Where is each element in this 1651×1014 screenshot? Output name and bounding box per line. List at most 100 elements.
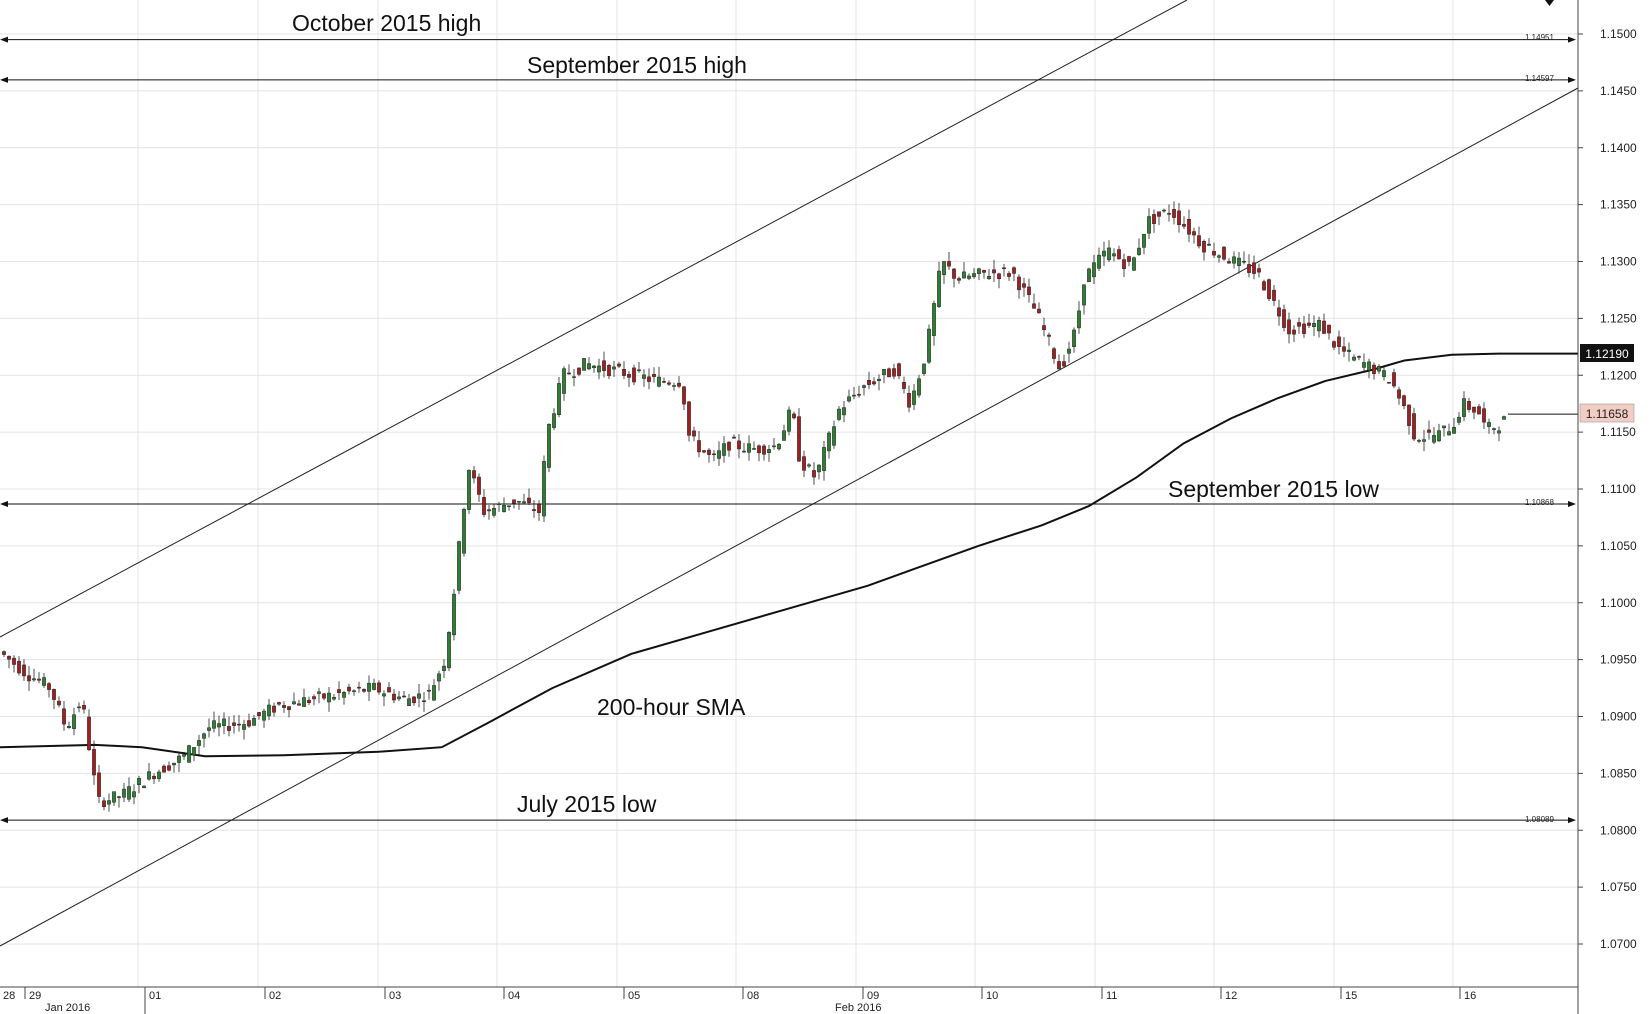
candle-body	[872, 381, 876, 385]
candle-body	[652, 374, 656, 377]
candle-body	[1252, 262, 1256, 274]
candle-body	[762, 445, 766, 455]
candle-body	[877, 378, 881, 382]
candle-body	[1277, 307, 1281, 317]
candle-body	[292, 701, 296, 705]
candle-body	[952, 268, 956, 279]
candle-body	[427, 689, 431, 692]
candle-body	[252, 718, 256, 726]
candle-body	[717, 450, 721, 459]
x-tick-label: 15	[1345, 990, 1357, 1002]
candle-body	[937, 270, 941, 308]
candle-body	[1497, 430, 1501, 434]
candle-body	[432, 685, 436, 701]
candle-body	[457, 541, 461, 591]
annotation-september-2015-low: September 2015 low	[1168, 476, 1379, 502]
candle-body	[1097, 254, 1101, 269]
candle-body	[942, 261, 946, 276]
y-tick-label: 1.0950	[1600, 653, 1637, 667]
candle-body	[302, 697, 306, 707]
candle-body	[832, 426, 836, 446]
candle-body	[467, 470, 471, 510]
candle-body	[567, 372, 571, 375]
candle-body	[827, 432, 831, 452]
level-arrow-right-icon	[1568, 817, 1576, 824]
candle-body	[1232, 256, 1236, 264]
candle-body	[577, 367, 581, 375]
candle-body	[1437, 430, 1441, 442]
candle-body	[102, 800, 106, 808]
candle-body	[372, 682, 376, 690]
candle-body	[852, 394, 856, 397]
candle-body	[797, 416, 801, 462]
candle-body	[812, 470, 816, 478]
candle-body	[187, 745, 191, 763]
candle-body	[87, 716, 91, 751]
candle-body	[1172, 209, 1176, 218]
sma-price-badge: 1.12190	[1580, 344, 1634, 362]
candle-body	[1462, 398, 1466, 417]
annotation-october-2015-high: October 2015 high	[292, 10, 481, 36]
candle-body	[582, 358, 586, 371]
y-tick-label: 1.1350	[1600, 198, 1637, 212]
candle-body	[82, 705, 86, 710]
candle-body	[142, 785, 146, 789]
level-price-label-oct-high: 1.14951	[1525, 33, 1554, 42]
candle-body	[347, 686, 351, 692]
candle-body	[932, 303, 936, 336]
candle-body	[907, 392, 911, 408]
candle-body	[727, 441, 731, 451]
candle-body	[1272, 289, 1276, 301]
sma-line	[0, 352, 1578, 758]
candle-body	[1072, 329, 1076, 347]
candle-body	[1257, 268, 1261, 273]
candle-body	[1432, 435, 1436, 443]
candle-body	[722, 443, 726, 456]
candle-body	[742, 450, 746, 453]
candle-body	[707, 449, 711, 455]
candle-body	[922, 363, 926, 374]
candle-body	[407, 698, 411, 707]
candle-body	[512, 499, 516, 504]
candle-body	[562, 368, 566, 394]
candle-body	[462, 508, 466, 554]
candle-body	[777, 443, 781, 450]
candle-body	[1307, 322, 1311, 326]
candle-body	[1067, 348, 1071, 354]
x-month-label: Jan 2016	[45, 1002, 90, 1014]
candle-body	[802, 456, 806, 471]
candle-body	[47, 683, 51, 690]
level-arrow-left-icon	[0, 36, 8, 43]
candle-body	[982, 269, 986, 273]
annotation-september-2015-high: September 2015 high	[527, 52, 747, 78]
candle-body	[1317, 319, 1321, 332]
x-axis: 28 29 01 02 03 04 05 08 09 10 11 12 15 16 Jan 2016 Feb …	[3, 987, 1476, 1014]
candle-body	[987, 275, 991, 279]
candle-body	[597, 365, 601, 373]
candle-body	[1042, 325, 1046, 330]
candle-body	[1282, 309, 1286, 328]
level-arrow-left-icon	[0, 501, 8, 508]
candle-body	[447, 632, 451, 669]
top-marker-icon	[1545, 0, 1554, 6]
candle-body	[327, 692, 331, 703]
candle-body	[892, 368, 896, 377]
candle-body	[67, 726, 71, 729]
candle-body	[962, 271, 966, 279]
candle-body	[27, 675, 31, 682]
y-tick-label: 1.0700	[1600, 937, 1637, 951]
level-price-label-jul-low: 1.08089	[1525, 815, 1554, 824]
candle-body	[1372, 364, 1376, 374]
level-arrow-right-icon	[1568, 501, 1576, 508]
candle-body	[1127, 256, 1131, 262]
candle-body	[507, 505, 511, 508]
candle-body	[277, 702, 281, 705]
candle-body	[772, 445, 776, 448]
candle-body	[927, 328, 931, 363]
candle-body	[1292, 329, 1296, 335]
candle-body	[1347, 349, 1351, 352]
candle-body	[502, 504, 506, 513]
candle-body	[1457, 416, 1461, 423]
candle-body	[917, 378, 921, 396]
candle-body	[532, 509, 536, 511]
